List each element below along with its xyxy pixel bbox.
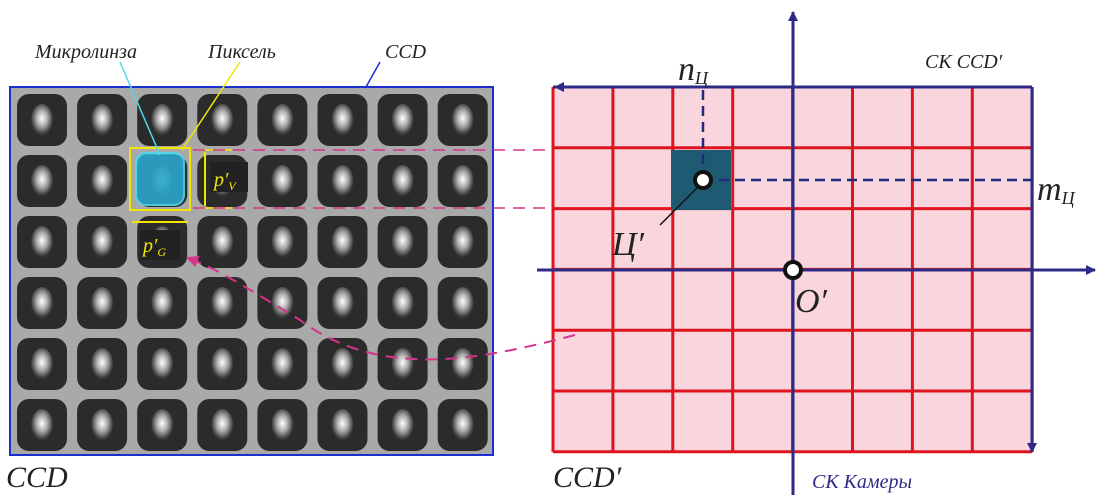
cell-highlight [452,165,474,197]
diagram: p′V p′G Микролинза Пиксель CCD CCD nЦ mЦ… [0,0,1102,495]
cell-highlight [151,104,173,136]
cell-highlight [211,226,233,258]
m-axis-label: mЦ [1037,171,1076,208]
cell-highlight [392,104,414,136]
center-label: Ц′ [611,226,645,263]
cell-highlight [91,226,113,258]
cell-highlight [91,348,113,380]
cell-highlight [392,348,414,380]
origin-label: O′ [795,283,828,320]
cell-highlight [332,287,354,319]
cell-highlight [271,287,293,319]
ccd-prime-label: CCD′ [553,461,622,494]
n-axis-label: nЦ [678,51,709,88]
sk-ccd-label: СК CCD′ [925,51,1003,73]
cell-highlight [452,348,474,380]
cell-highlight [332,226,354,258]
cell-highlight [91,287,113,319]
cell-highlight [452,287,474,319]
ccd-bottom-label: CCD [6,461,68,494]
cell-highlight [211,348,233,380]
cell-highlight [31,226,53,258]
cell-highlight [91,104,113,136]
cell-highlight [211,409,233,441]
cell-highlight [31,409,53,441]
microlens-label: Микролинза [34,41,137,63]
cell-highlight [392,409,414,441]
ccd-top-label: CCD [385,41,427,63]
cell-highlight [332,409,354,441]
cell-highlight [151,287,173,319]
cell-highlight [392,226,414,258]
cell-highlight [392,165,414,197]
cell-highlight [151,348,173,380]
cell-highlight [211,104,233,136]
cell-highlight [271,348,293,380]
cell-highlight [271,165,293,197]
cell-highlight [271,104,293,136]
cell-highlight [211,287,233,319]
cell-highlight [31,104,53,136]
microlens [136,153,184,205]
cell-highlight [332,104,354,136]
cell-highlight [332,348,354,380]
cell-highlight [31,287,53,319]
pixel-label: Пиксель [207,41,276,63]
cell-highlight [31,348,53,380]
cell-highlight [91,409,113,441]
cell-highlight [332,165,354,197]
cell-highlight [452,104,474,136]
origin-point [785,262,801,278]
cell-highlight [452,226,474,258]
cell-highlight [31,165,53,197]
cell-highlight [392,287,414,319]
cell-highlight [452,409,474,441]
cell-highlight [271,409,293,441]
sk-camera-label: СК Камеры [812,471,912,493]
cell-highlight [91,165,113,197]
cell-highlight [151,409,173,441]
leader [366,62,380,87]
cell-highlight [271,226,293,258]
center-point [695,172,711,188]
